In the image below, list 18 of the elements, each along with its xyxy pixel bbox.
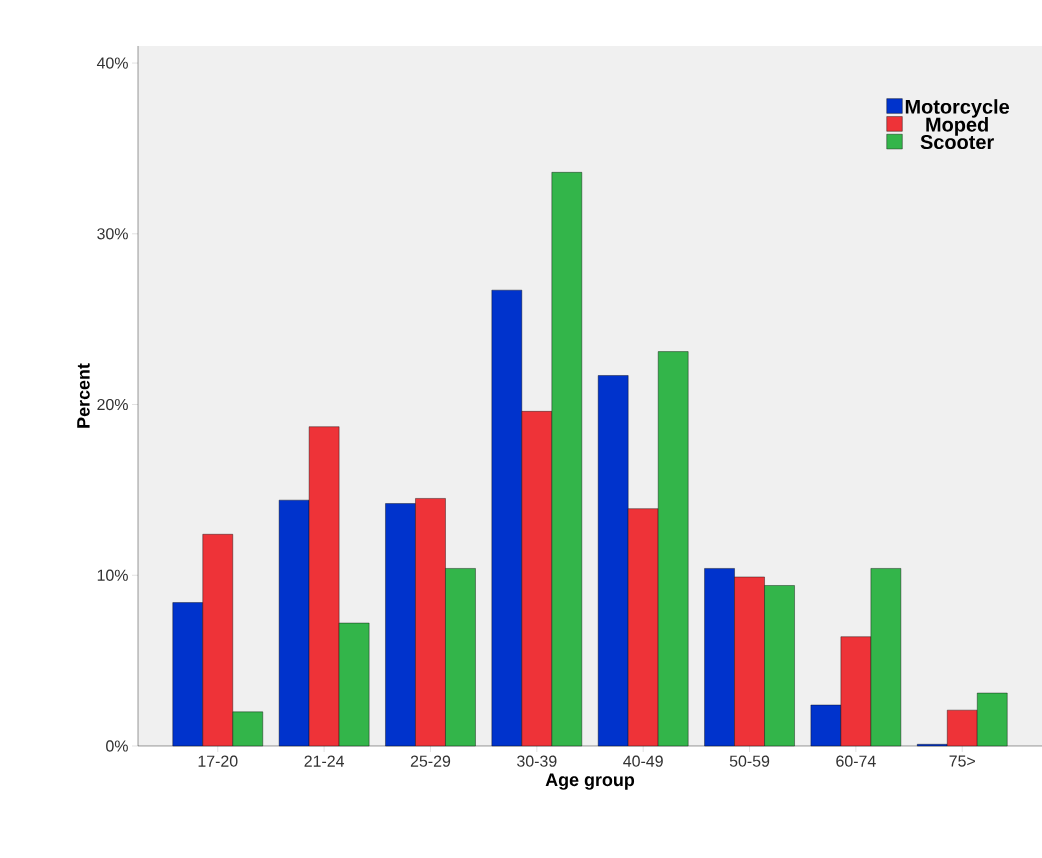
y-tick-label: 0% (106, 740, 128, 752)
legend-label: Scooter (920, 135, 994, 150)
x-tick-label: 50-59 (729, 755, 770, 767)
x-tick-label: 40-49 (623, 755, 663, 767)
legend-label: Moped (926, 117, 988, 136)
y-tick-label: 30% (97, 228, 128, 240)
y-axis-title: Percent (77, 363, 90, 428)
x-tick-label: 21-24 (304, 755, 345, 767)
y-tick-label: 10% (97, 569, 128, 581)
x-tick-label: 75> (949, 755, 975, 767)
x-axis-title: Age group (545, 773, 635, 790)
x-tick-label: 30-39 (517, 755, 557, 767)
y-tick-label: 20% (97, 398, 128, 411)
x-tick-label: 60-74 (836, 755, 876, 767)
legend-label: Motorcycle (905, 99, 1010, 118)
y-tick-label: 40% (96, 57, 128, 69)
x-tick-label: 25-29 (410, 755, 451, 767)
x-tick-label: 17-20 (198, 755, 238, 767)
